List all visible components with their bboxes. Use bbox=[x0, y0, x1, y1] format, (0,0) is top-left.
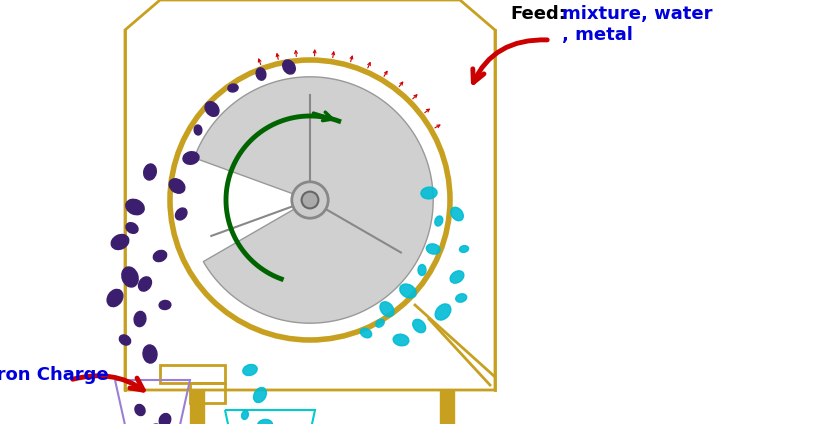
Ellipse shape bbox=[134, 311, 146, 326]
Ellipse shape bbox=[242, 365, 257, 376]
Ellipse shape bbox=[126, 199, 144, 215]
Ellipse shape bbox=[450, 207, 463, 221]
Text: mixture, water
, metal: mixture, water , metal bbox=[562, 5, 712, 44]
Ellipse shape bbox=[393, 334, 409, 346]
Ellipse shape bbox=[126, 223, 138, 233]
Ellipse shape bbox=[135, 404, 145, 416]
Ellipse shape bbox=[360, 328, 371, 338]
Ellipse shape bbox=[144, 164, 156, 180]
Ellipse shape bbox=[380, 302, 394, 317]
Ellipse shape bbox=[138, 277, 151, 291]
Ellipse shape bbox=[122, 267, 138, 287]
Ellipse shape bbox=[205, 102, 218, 116]
Ellipse shape bbox=[253, 388, 266, 402]
Ellipse shape bbox=[241, 410, 248, 419]
Ellipse shape bbox=[282, 60, 295, 74]
Ellipse shape bbox=[159, 301, 170, 310]
Ellipse shape bbox=[256, 68, 265, 80]
Text: Feed:: Feed: bbox=[509, 5, 565, 23]
Ellipse shape bbox=[375, 319, 384, 327]
Ellipse shape bbox=[194, 125, 202, 135]
Ellipse shape bbox=[459, 245, 468, 252]
Ellipse shape bbox=[159, 413, 170, 424]
Ellipse shape bbox=[450, 271, 463, 283]
Ellipse shape bbox=[169, 179, 184, 193]
Circle shape bbox=[291, 182, 327, 218]
Ellipse shape bbox=[227, 84, 238, 92]
Ellipse shape bbox=[418, 265, 425, 276]
Ellipse shape bbox=[119, 335, 131, 345]
Text: Iron Charge: Iron Charge bbox=[0, 366, 108, 384]
Ellipse shape bbox=[399, 284, 416, 298]
Polygon shape bbox=[189, 390, 203, 424]
Ellipse shape bbox=[435, 304, 450, 320]
Ellipse shape bbox=[183, 152, 198, 164]
Ellipse shape bbox=[143, 345, 157, 363]
Polygon shape bbox=[194, 77, 433, 323]
Polygon shape bbox=[439, 390, 453, 424]
Ellipse shape bbox=[111, 234, 129, 249]
Ellipse shape bbox=[420, 187, 437, 199]
Ellipse shape bbox=[153, 251, 166, 262]
Ellipse shape bbox=[412, 319, 425, 333]
Ellipse shape bbox=[107, 290, 122, 307]
Ellipse shape bbox=[175, 208, 187, 220]
Ellipse shape bbox=[455, 294, 466, 302]
Circle shape bbox=[301, 192, 318, 209]
Ellipse shape bbox=[257, 419, 272, 424]
Ellipse shape bbox=[426, 244, 439, 254]
Ellipse shape bbox=[434, 216, 442, 226]
